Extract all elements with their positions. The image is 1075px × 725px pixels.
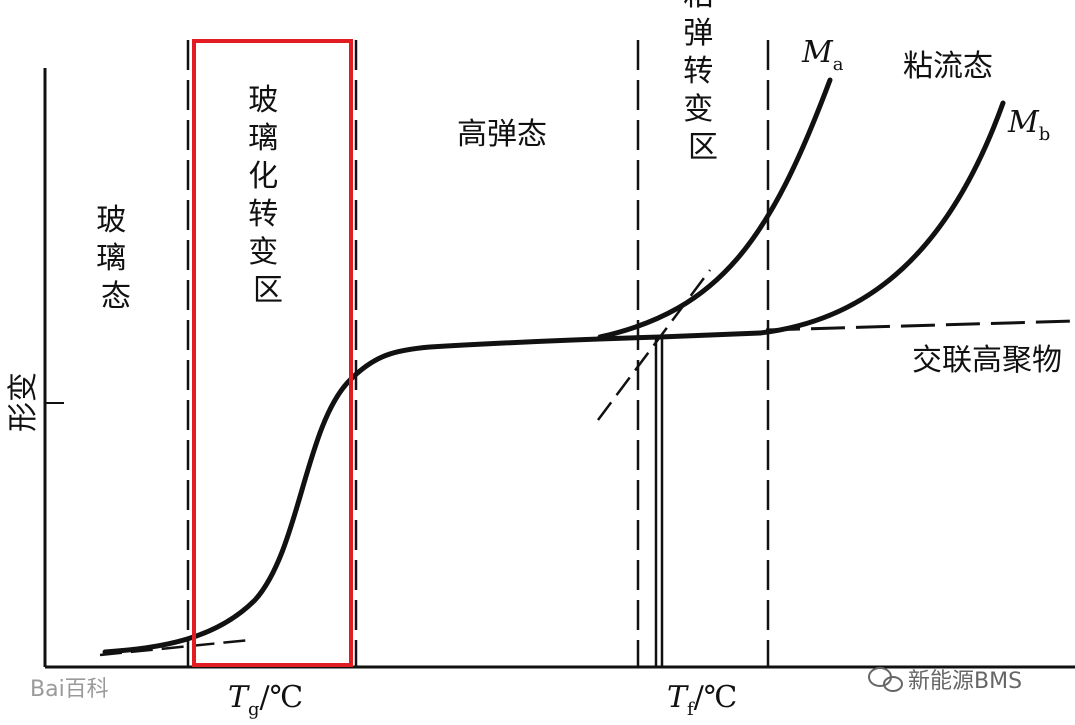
- curve-main: [102, 330, 763, 655]
- wechat-icon: [868, 667, 903, 692]
- region-ve-line-4: 变: [683, 92, 713, 127]
- watermark-right: 新能源BMS: [868, 667, 1022, 694]
- region-ve-line-1: 粘: [683, 0, 713, 13]
- region-gt-line-4: 转: [248, 197, 278, 232]
- region-label-glass: 玻 璃 态: [96, 203, 136, 314]
- glass-transition-highlight: [192, 39, 353, 667]
- region-glass-line-3: 态: [101, 279, 131, 314]
- series-label-mb: Mb: [1007, 105, 1050, 145]
- region-glass-line-1: 玻: [96, 203, 126, 238]
- tf-main: T: [667, 680, 689, 715]
- region-gt-line-6: 区: [253, 273, 283, 308]
- series-mb-sub: b: [1039, 124, 1051, 145]
- series-label-ma: Ma: [801, 35, 844, 75]
- series-label-crosslinked: 交联高聚物: [912, 343, 1062, 378]
- region-label-glass-transition: 玻 璃 化 转 变 区: [248, 83, 288, 308]
- series-ma-sub: a: [833, 54, 844, 75]
- series-mb-main: M: [1007, 105, 1040, 140]
- tangent-tf: [596, 269, 712, 421]
- x-label-tf: Tf/℃: [667, 680, 737, 720]
- region-label-viscoelastic-transition: 粘 弹 转 变 区: [683, 0, 723, 165]
- region-ve-line-2: 弹: [683, 16, 713, 51]
- region-gt-line-3: 化: [248, 159, 278, 194]
- region-glass-line-2: 璃: [96, 241, 126, 276]
- region-label-viscous-flow: 粘流态: [903, 49, 993, 84]
- region-gt-line-2: 璃: [248, 121, 278, 156]
- region-ve-line-5: 区: [688, 130, 718, 165]
- series-ma-main: M: [801, 35, 834, 70]
- tangent-glass: [99, 638, 251, 657]
- tg-unit: /℃: [260, 680, 304, 715]
- region-boundaries: [186, 40, 770, 667]
- watermark-left: Bai百科: [30, 677, 109, 702]
- tf-unit: /℃: [694, 680, 738, 715]
- region-ve-line-3: 转: [683, 54, 713, 89]
- tg-sub: g: [248, 699, 260, 720]
- curve-ma: [597, 77, 833, 340]
- tg-main: T: [228, 680, 250, 715]
- curve-mb: [757, 100, 1006, 336]
- watermark-right-text: 新能源BMS: [908, 669, 1022, 694]
- y-axis-label: 形变: [6, 372, 41, 432]
- tf-sub: f: [687, 699, 695, 720]
- region-gt-line-5: 变: [248, 235, 278, 270]
- region-gt-line-1: 玻: [248, 83, 278, 118]
- crosslinked-plateau: [765, 319, 1075, 332]
- region-label-rubbery: 高弹态: [457, 117, 547, 152]
- x-label-tg: Tg/℃: [228, 680, 303, 720]
